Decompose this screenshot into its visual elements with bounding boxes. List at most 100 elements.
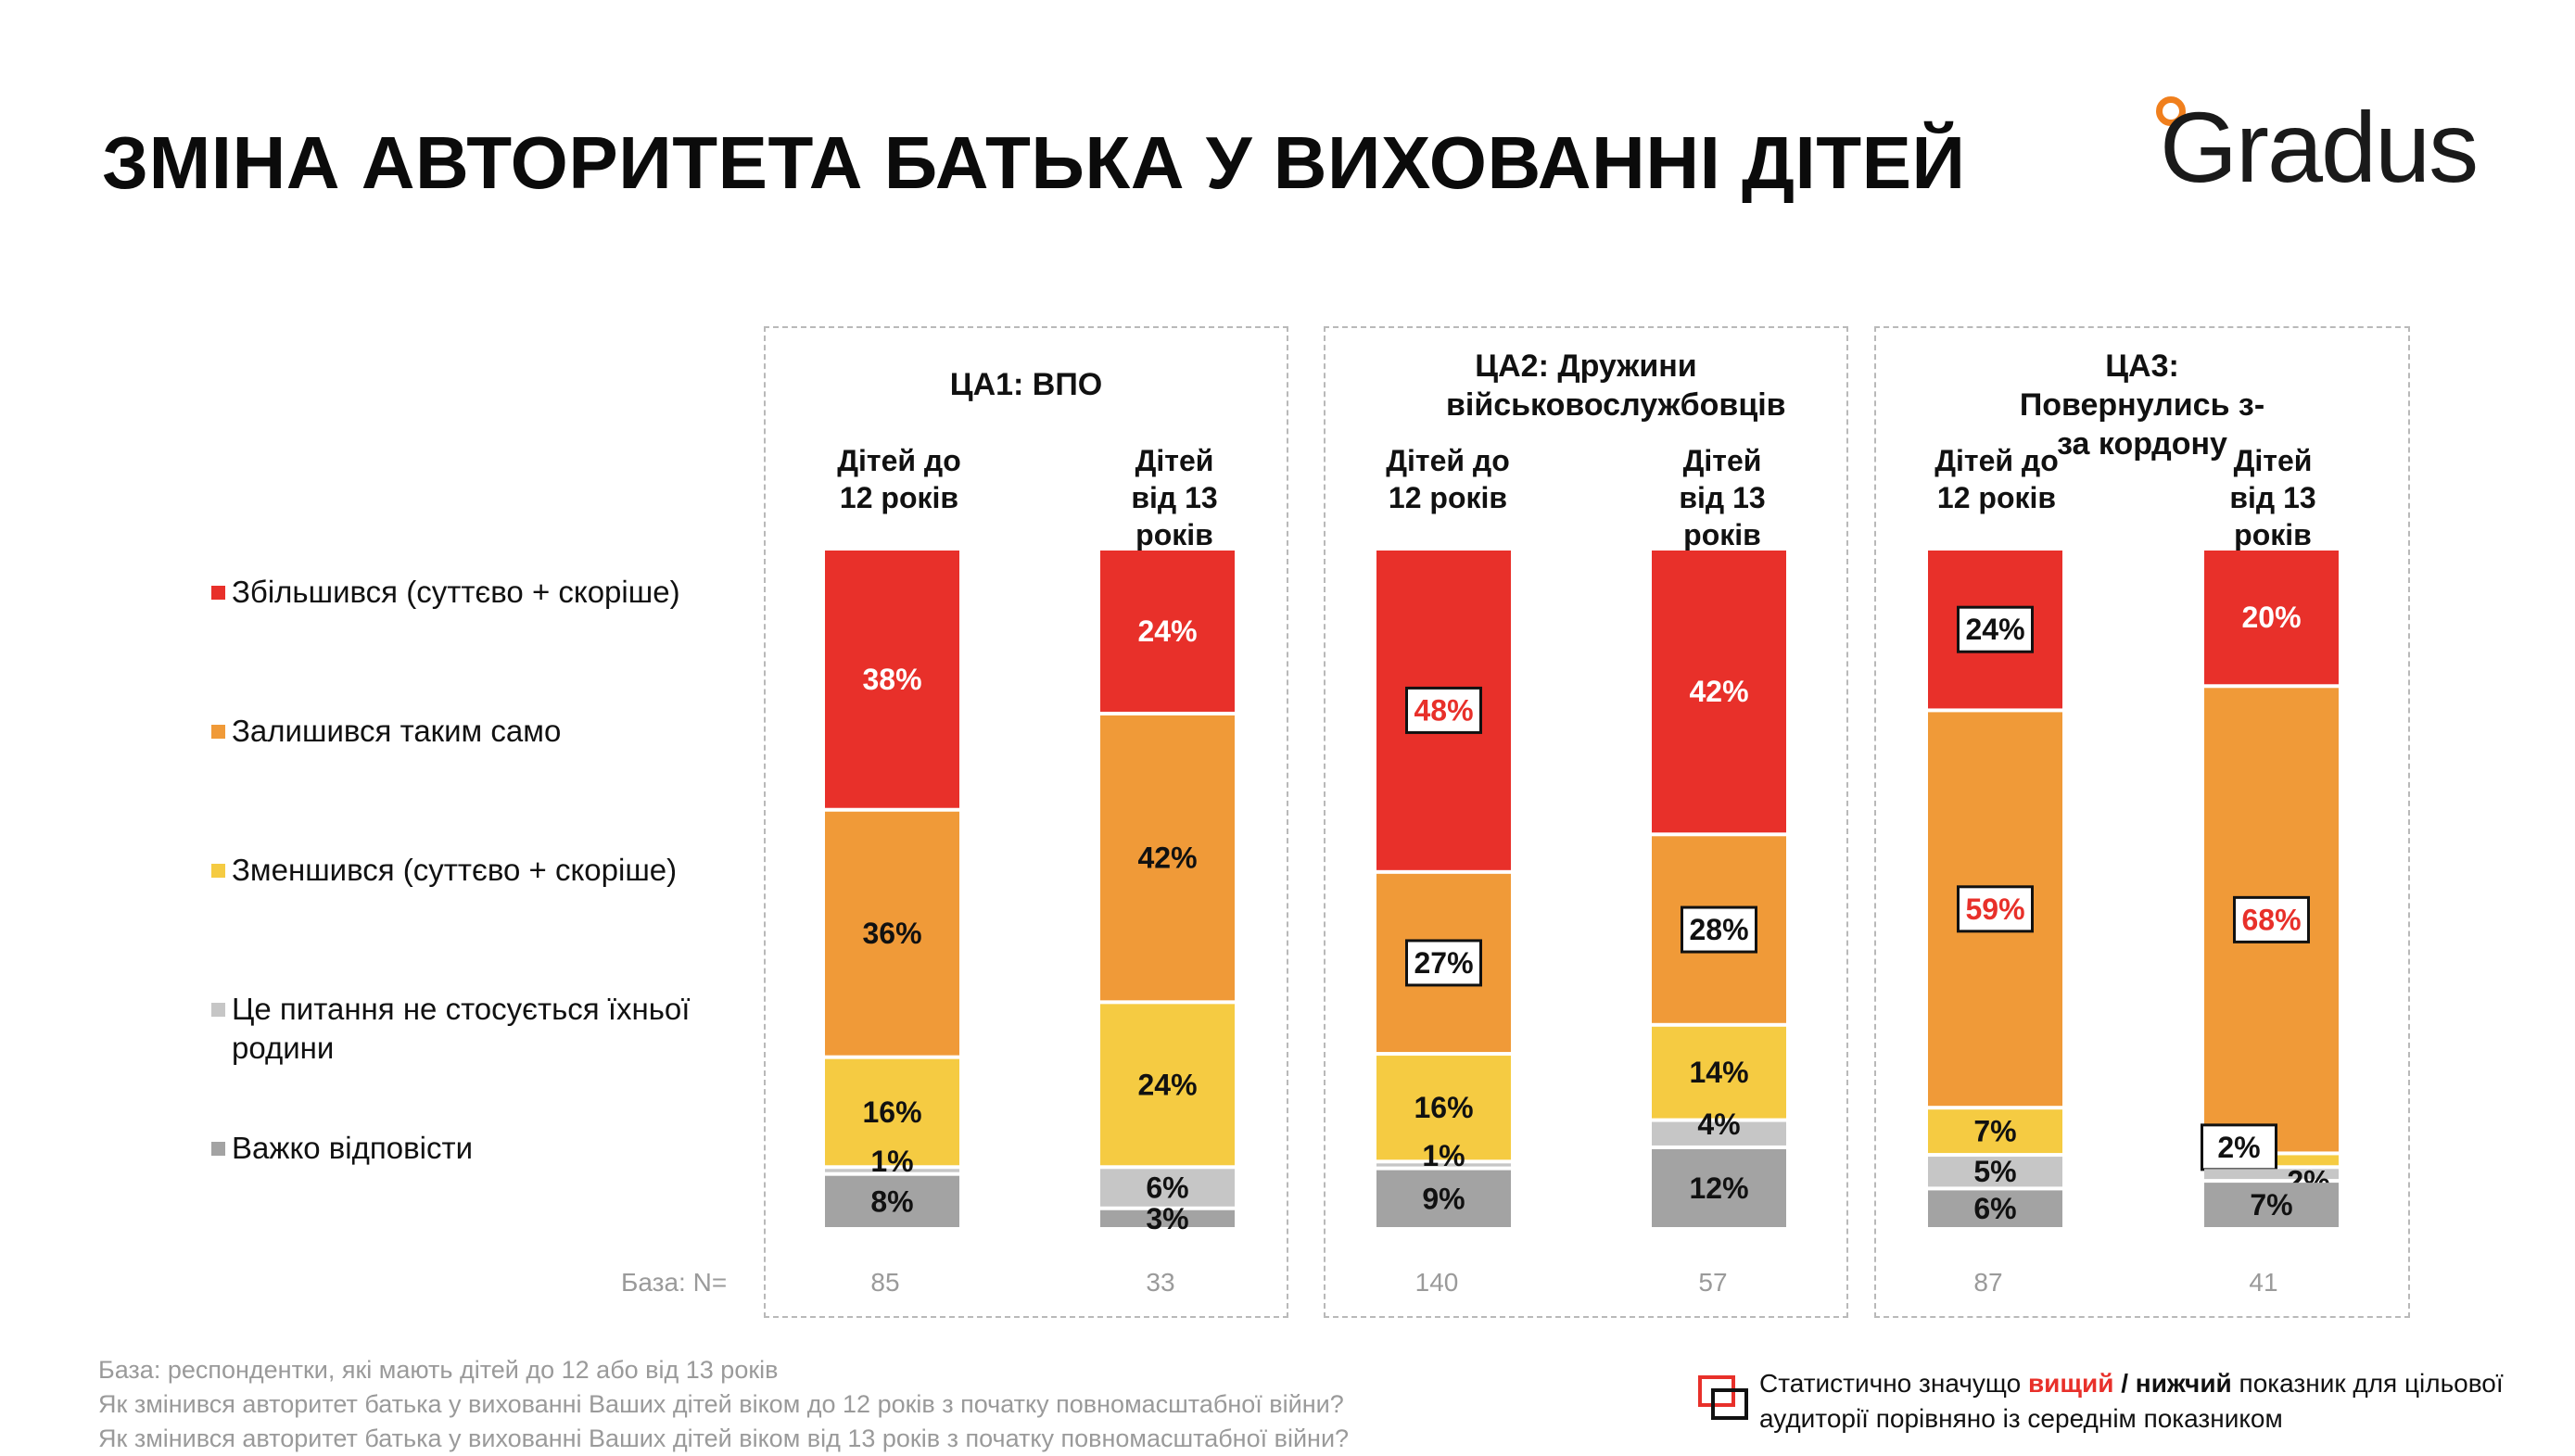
- significance-box: [1957, 885, 2034, 933]
- legend-item-same: Залишився таким само: [211, 712, 769, 751]
- legend-label: Зменшився (суттєво + скоріше): [232, 853, 678, 887]
- base-value: 41: [2249, 1268, 2278, 1297]
- significance-box: [1681, 905, 1757, 954]
- legend-label: Важко відповісти: [232, 1131, 474, 1165]
- significance-box: [1957, 605, 2034, 653]
- data-label: 36%: [862, 917, 921, 950]
- significance-before: Статистично значущо: [1759, 1369, 2028, 1398]
- data-label: 24%: [1965, 613, 2024, 646]
- legend-swatch: [211, 1142, 225, 1156]
- panel-ca1: ЦА1: ВПО: [764, 326, 1288, 1318]
- data-label: 1%: [1422, 1139, 1465, 1172]
- data-label: 27%: [1414, 946, 1473, 980]
- base-value: 33: [1146, 1268, 1175, 1297]
- panel-title: ЦА2: Дружини військовослужбовців: [1446, 348, 1786, 423]
- panel-ca2: ЦА2: Дружини військовослужбовців: [1324, 326, 1848, 1318]
- bar-segment-decreased: [1100, 1004, 1235, 1166]
- panel-ca3: ЦА3: Повернулись з-за кордону: [1874, 326, 2410, 1318]
- column-header: Дітей від 13 років: [1679, 444, 1766, 551]
- column-header: Дітей від 13 років: [2229, 444, 2316, 551]
- data-label: 9%: [1422, 1182, 1465, 1215]
- data-label: 8%: [870, 1184, 913, 1218]
- column-header: Дітей до 12 років: [1934, 444, 2059, 514]
- data-label: 42%: [1689, 675, 1748, 708]
- column-header: Дітей до 12 років: [1386, 444, 1510, 514]
- bar-segment-hard_to_say: [1928, 1190, 2062, 1227]
- bar-segment-same: [825, 811, 959, 1056]
- data-label: 14%: [1689, 1056, 1748, 1089]
- legend-swatch: [211, 1003, 225, 1017]
- significance-box: [1405, 939, 1482, 987]
- legend-label: Збільшився (суттєво + скоріше): [232, 575, 680, 609]
- data-label: 59%: [1965, 893, 2024, 926]
- legend-label: Залишився таким само: [232, 714, 562, 748]
- bar-segment-same: [1100, 715, 1235, 1001]
- bar-segment-not_applicable: [1376, 1163, 1511, 1167]
- data-label: 28%: [1689, 913, 1748, 946]
- logo-dot-icon: [2156, 96, 2186, 126]
- data-label: 20%: [2241, 601, 2301, 634]
- data-label: 5%: [1973, 1155, 2016, 1188]
- bar-segment-not_applicable: [1652, 1121, 1786, 1146]
- data-label: 6%: [1146, 1171, 1188, 1205]
- significance-higher: вищий: [2027, 1369, 2114, 1398]
- panel-title: ЦА3: Повернулись з-за кордону: [2019, 348, 2265, 462]
- data-label: 48%: [1414, 693, 1473, 727]
- data-label: 7%: [2250, 1188, 2292, 1222]
- legend-swatch: [211, 586, 225, 600]
- bar-segment-hard_to_say: [1376, 1170, 1511, 1227]
- base-value: 85: [870, 1268, 900, 1297]
- data-label: 16%: [862, 1095, 921, 1129]
- legend-label: Це питання не стосується їхньої родини: [232, 992, 691, 1065]
- footnote-question-1: Як змінився авторитет батька у вихованні…: [98, 1390, 1344, 1418]
- data-label: 2%: [2217, 1131, 2260, 1164]
- significance-box-icon: [1698, 1375, 1748, 1420]
- gradus-logo: Gradus: [2156, 89, 2503, 209]
- page-title: ЗМІНА АВТОРИТЕТА БАТЬКА У ВИХОВАННІ ДІТЕ…: [102, 121, 1966, 204]
- data-label: 1%: [870, 1145, 913, 1178]
- significance-note: Статистично значущо вищий / нижчий показ…: [1759, 1366, 2575, 1437]
- bar-segment-not_applicable: [825, 1169, 959, 1172]
- bar-segment-hard_to_say: [825, 1175, 959, 1227]
- bar-segment-not_applicable: [1100, 1169, 1235, 1207]
- bar-segment-increased: [1652, 551, 1786, 833]
- data-label: 12%: [1689, 1171, 1748, 1205]
- column-header: Дітей до 12 років: [837, 444, 961, 514]
- legend-item-hard-to-say: Важко відповісти: [211, 1129, 769, 1168]
- legend-item-increased: Збільшився (суттєво + скоріше): [211, 573, 769, 612]
- significance-lower: нижчий: [2135, 1369, 2232, 1398]
- data-label: 42%: [1137, 842, 1197, 875]
- legend-swatch: [211, 864, 225, 878]
- significance-box: [1405, 686, 1482, 734]
- base-label: База: N=: [621, 1268, 728, 1297]
- legend-item-not-applicable: Це питання не стосується їхньої родини: [211, 990, 751, 1068]
- data-label: 16%: [1414, 1091, 1473, 1124]
- bar-segment-not_applicable: [1928, 1157, 2062, 1187]
- significance-sep: /: [2113, 1369, 2136, 1398]
- panel-title: ЦА1: ВПО: [949, 367, 1103, 402]
- bar-segment-hard_to_say: [2204, 1183, 2339, 1227]
- significance-after: показник для цільової аудиторії порівнян…: [1759, 1369, 2504, 1433]
- data-label: 3%: [1146, 1202, 1188, 1235]
- bar-segment-increased: [825, 551, 959, 808]
- data-label: 38%: [862, 663, 921, 696]
- significance-box: [2201, 1123, 2277, 1171]
- base-value: 140: [1414, 1268, 1459, 1297]
- bar-segment-hard_to_say: [1100, 1209, 1235, 1227]
- bar-segment-decreased: [1652, 1026, 1786, 1119]
- bar-segment-decreased: [1928, 1109, 2062, 1154]
- data-label: 4%: [1697, 1108, 1740, 1141]
- base-value: 57: [1698, 1268, 1728, 1297]
- data-label: 6%: [1973, 1192, 2016, 1225]
- data-label: 24%: [1137, 614, 1197, 648]
- column-header: Дітей від 13 років: [1131, 444, 1218, 551]
- base-value: 87: [1973, 1268, 2003, 1297]
- legend-swatch: [211, 725, 225, 739]
- bar-segment-not_applicable: [2204, 1169, 2339, 1180]
- data-label: 7%: [1973, 1115, 2016, 1148]
- logo-text: Gradus: [2160, 91, 2479, 203]
- bar-segment-decreased: [1376, 1056, 1511, 1160]
- data-label: 68%: [2241, 903, 2301, 936]
- footnote-question-2: Як змінився авторитет батька у вихованні…: [98, 1424, 1350, 1452]
